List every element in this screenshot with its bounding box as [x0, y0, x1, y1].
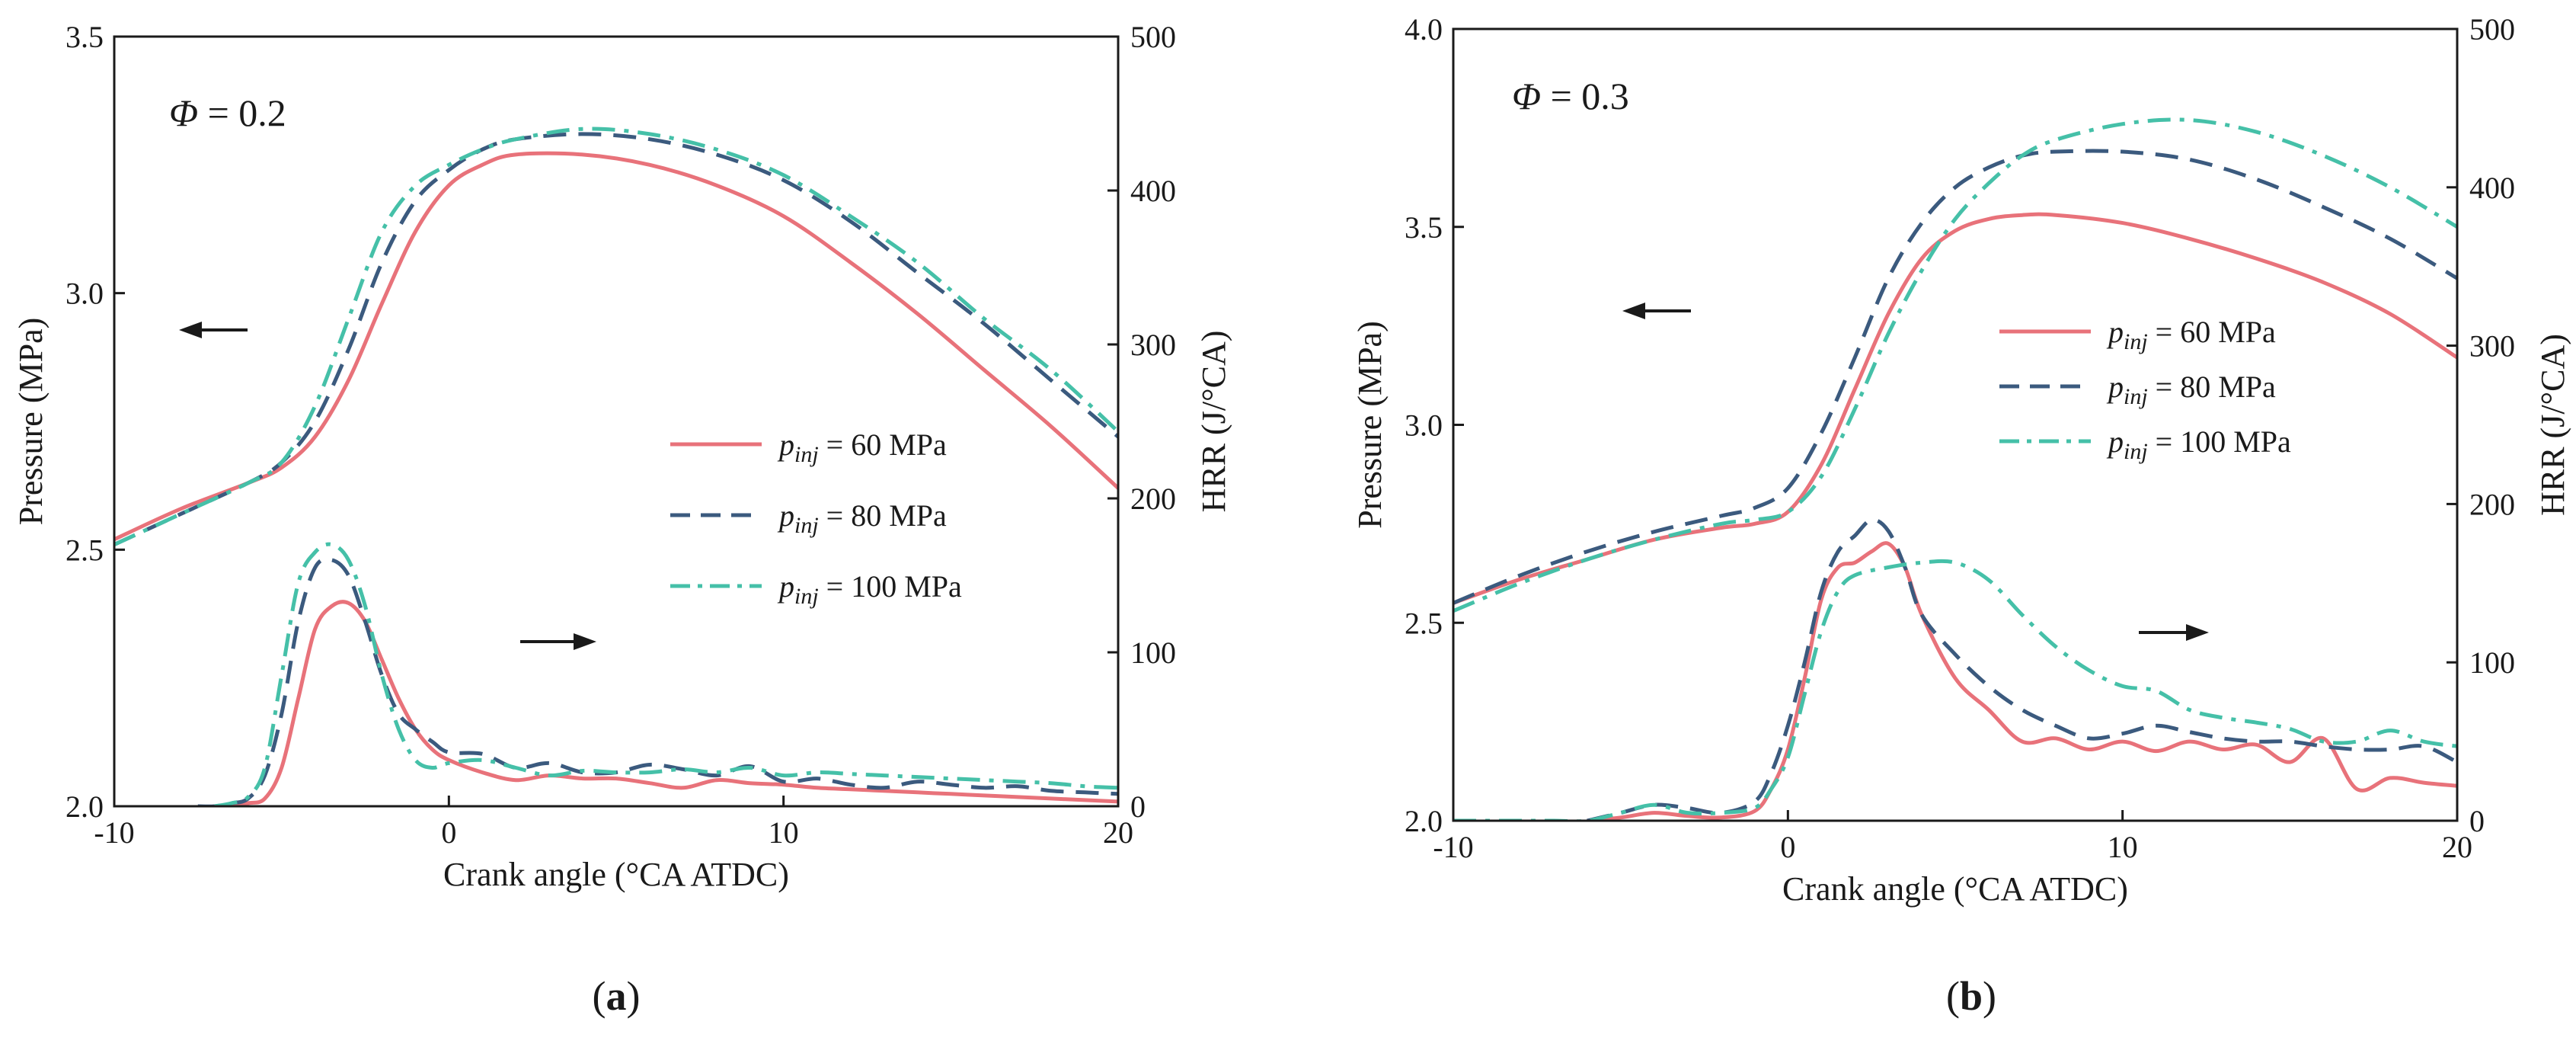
y-left-tick-label: 3.0 — [66, 277, 104, 311]
chart-panel-a: -10 0 10 20 2.0 2.5 3.0 3.5 0 100 200 300 400 500 Cran… — [12, 20, 1232, 1019]
series-line-p80-right — [197, 557, 1118, 806]
legend-label: pinj = 80 MPa — [777, 498, 947, 538]
phi-annotation: Φ = 0.2 — [169, 91, 286, 134]
y-left-tick-label: 3.5 — [1405, 210, 1443, 245]
y-right-tick-label: 400 — [2469, 171, 2515, 205]
y-left-tick-label: 2.5 — [1405, 606, 1443, 640]
legend-label: pinj = 100 MPa — [777, 569, 962, 609]
y-left-axis-title: Pressure (MPa) — [1351, 321, 1389, 529]
x-tick-label: 0 — [441, 815, 456, 850]
series-line-p60-right — [214, 600, 1118, 806]
x-tick-label: 20 — [1103, 815, 1133, 850]
x-axis-title: Crank angle (°CA ATDC) — [443, 856, 789, 893]
x-axis-title: Crank angle (°CA ATDC) — [1782, 870, 2128, 908]
series-line-p100-left — [1453, 117, 2457, 613]
y-left-tick-label: 3.5 — [66, 20, 104, 54]
panel-label: (a) — [593, 973, 641, 1019]
legend-label: pinj = 80 MPa — [2106, 370, 2276, 409]
y-right-tick-label: 500 — [1130, 20, 1176, 54]
series-line-p80-left — [1453, 149, 2457, 605]
series-line-p60-right — [1587, 541, 2457, 821]
series-line-p60-left — [1453, 212, 2457, 605]
y-right-tick-label: 100 — [1130, 636, 1176, 670]
y-right-tick-label: 300 — [1130, 328, 1176, 362]
y-right-tick-label: 500 — [2469, 12, 2515, 46]
left-axis-arrow-icon — [1622, 303, 1691, 319]
y-right-tick-label: 0 — [1130, 789, 1146, 824]
series-line-p100-right — [214, 542, 1118, 806]
right-axis-arrow-icon — [2139, 624, 2209, 641]
plot-frame — [113, 35, 1120, 808]
y-left-tick-label: 4.0 — [1405, 12, 1443, 46]
x-tick-label: 10 — [769, 815, 799, 850]
panel-label: (b) — [1946, 973, 1996, 1019]
y-right-tick-label: 0 — [2469, 804, 2485, 838]
series-group — [1453, 117, 2457, 821]
y-right-axis-title: HRR (J/°CA) — [1195, 331, 1232, 513]
series-line-p80-right — [1587, 517, 2457, 821]
y-left-tick-label: 2.0 — [1405, 804, 1443, 838]
series-line-p80-left — [114, 132, 1118, 546]
legend-label: pinj = 60 MPa — [777, 428, 947, 467]
y-left-tick-label: 2.0 — [66, 789, 104, 824]
y-left-tick-label: 2.5 — [66, 533, 104, 567]
legend: pinj = 60 MPa pinj = 80 MPa pinj = 100 MPa — [670, 428, 962, 609]
y-right-tick-label: 200 — [1130, 482, 1176, 516]
y-right-tick-label: 300 — [2469, 329, 2515, 363]
series-line-p60-left — [114, 151, 1118, 542]
y-right-axis-title: HRR (J/°CA) — [2534, 334, 2571, 516]
series-line-p100-left — [114, 126, 1118, 546]
chart-panel-b: -10 0 10 20 2.0 2.5 3.0 3.5 4.0 0 100 200 300 400 500 C… — [1351, 12, 2571, 1019]
series-line-p100-right — [1453, 559, 2457, 821]
x-tick-label: 0 — [1780, 830, 1795, 864]
y-left-axis-title: Pressure (MPa) — [12, 318, 50, 526]
y-right-tick-label: 400 — [1130, 174, 1176, 208]
series-group — [114, 126, 1118, 806]
legend: pinj = 60 MPa pinj = 80 MPa pinj = 100 MPa — [1999, 315, 2291, 464]
y-left-tick-label: 3.0 — [1405, 408, 1443, 443]
legend-label: pinj = 100 MPa — [2106, 424, 2291, 464]
x-tick-label: -10 — [94, 815, 134, 850]
y-right-tick-label: 100 — [2469, 645, 2515, 680]
plot-frame — [1452, 27, 2459, 822]
x-tick-label: 20 — [2442, 830, 2472, 864]
y-right-tick-label: 200 — [2469, 487, 2515, 521]
left-axis-arrow-icon — [179, 322, 248, 338]
x-tick-label: 10 — [2108, 830, 2138, 864]
x-tick-label: -10 — [1433, 830, 1473, 864]
legend-label: pinj = 60 MPa — [2106, 315, 2276, 354]
phi-annotation: Φ = 0.3 — [1512, 75, 1629, 117]
right-axis-arrow-icon — [520, 633, 596, 650]
